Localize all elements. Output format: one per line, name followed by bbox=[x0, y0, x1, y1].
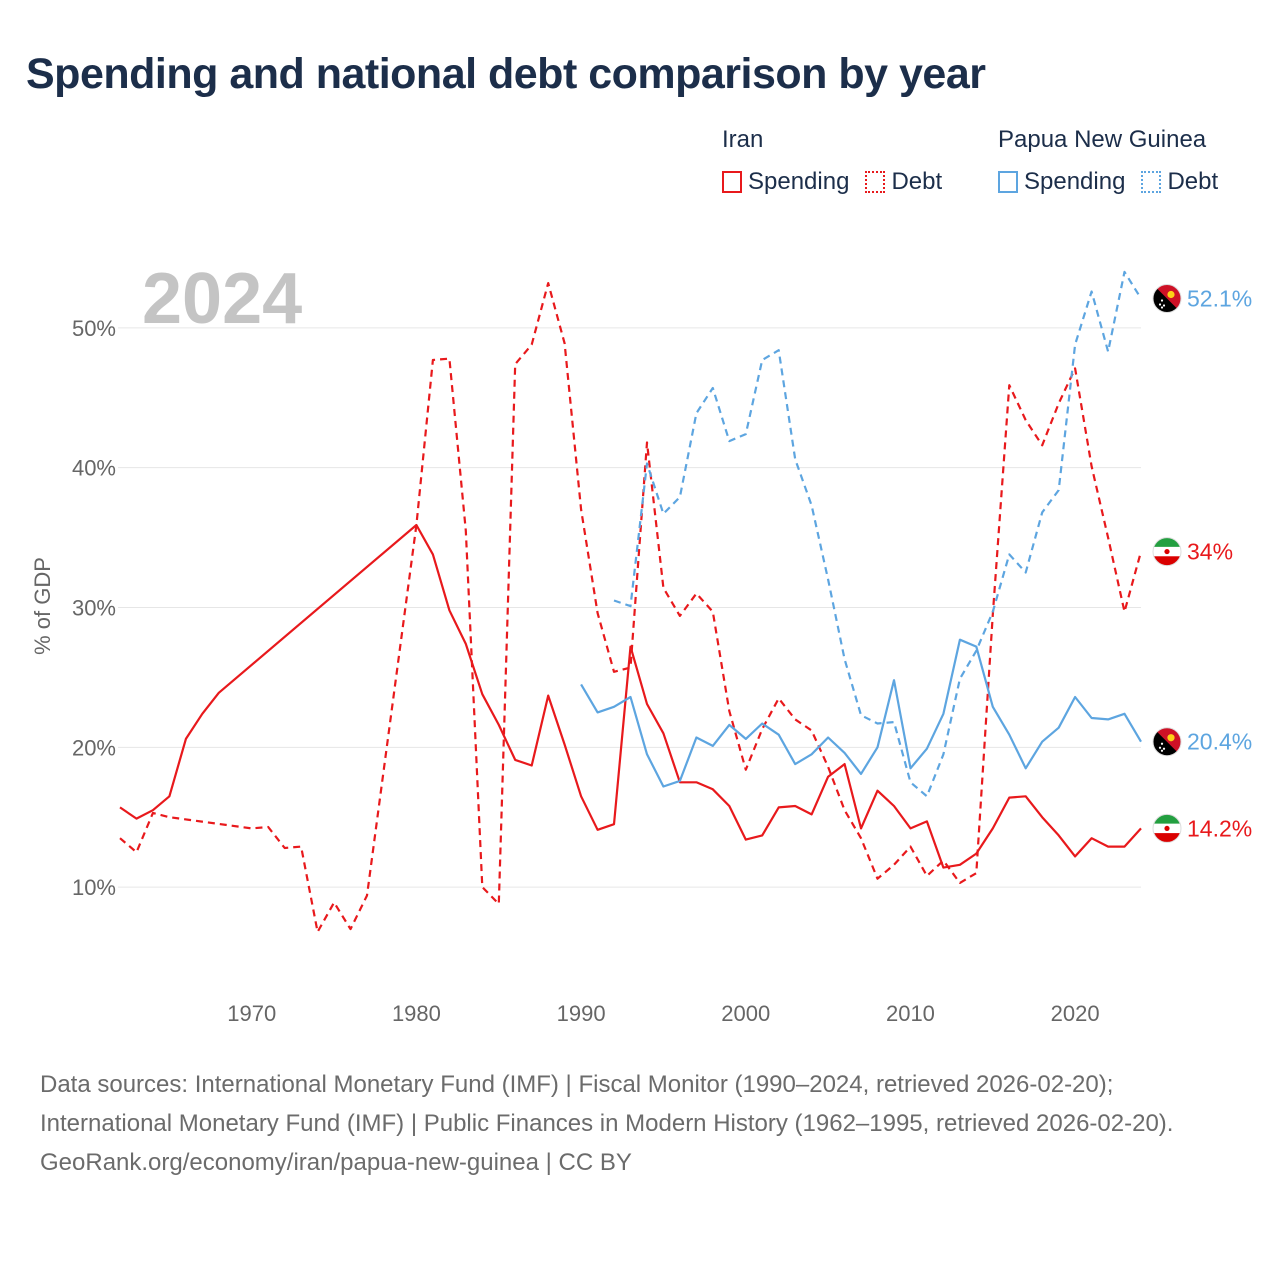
y-tick-label: 20% bbox=[72, 735, 116, 760]
x-tick-label: 2010 bbox=[886, 1001, 935, 1026]
x-tick-label: 1990 bbox=[557, 1001, 606, 1026]
png-flag-icon bbox=[1152, 284, 1182, 314]
end-value-label: 52.1% bbox=[1187, 286, 1252, 312]
iran-flag-icon bbox=[1152, 813, 1182, 843]
chart-title: Spending and national debt comparison by… bbox=[26, 50, 986, 98]
year-watermark: 2024 bbox=[142, 259, 302, 339]
legend-label-png-debt: Debt bbox=[1167, 168, 1219, 195]
legend-label-iran-debt: Debt bbox=[891, 168, 943, 195]
legend-group-iran: Iran Spending Debt bbox=[722, 124, 958, 196]
legend-country-png: Papua New Guinea bbox=[998, 126, 1207, 153]
legend-country-iran: Iran bbox=[722, 126, 764, 153]
series-line-iran-debt[interactable] bbox=[119, 282, 1143, 933]
data-sources-text: Data sources: International Monetary Fun… bbox=[40, 1071, 1174, 1137]
axes: 10% 20% 30% 40% 50% 1970 1980 1990 2000 2010 2020 bbox=[72, 316, 1100, 1026]
end-labels: 14.2% 34% 20.4% 52.1% bbox=[1152, 284, 1252, 843]
y-tick-label: 50% bbox=[72, 316, 116, 341]
y-tick-label: 30% bbox=[72, 596, 116, 621]
y-axis-label: % of GDP bbox=[30, 557, 55, 655]
solid-swatch-icon bbox=[998, 171, 1018, 193]
grid bbox=[118, 327, 1141, 888]
dotted-swatch-icon bbox=[865, 171, 886, 193]
footer: Data sources: International Monetary Fun… bbox=[40, 1065, 1240, 1182]
end-value-label: 34% bbox=[1187, 539, 1233, 565]
legend-item-png-spending[interactable]: Spending bbox=[998, 168, 1125, 196]
x-tick-label: 1980 bbox=[392, 1001, 441, 1026]
y-tick-label: 40% bbox=[72, 456, 116, 481]
series-line-papua-new-guinea-debt[interactable] bbox=[613, 270, 1142, 798]
legend-item-iran-spending[interactable]: Spending bbox=[722, 168, 849, 196]
end-value-label: 14.2% bbox=[1187, 815, 1252, 841]
end-value-label: 20.4% bbox=[1187, 729, 1252, 755]
series-line-papua-new-guinea-spending[interactable] bbox=[580, 638, 1142, 788]
series-lines bbox=[119, 270, 1143, 933]
x-tick-label: 1970 bbox=[227, 1001, 276, 1026]
dotted-swatch-icon bbox=[1141, 171, 1162, 193]
x-tick-label: 2000 bbox=[721, 1001, 770, 1026]
legend-item-png-debt[interactable]: Debt bbox=[1141, 168, 1218, 196]
y-tick-label: 10% bbox=[72, 875, 116, 900]
solid-swatch-icon bbox=[722, 171, 742, 193]
legend-item-iran-debt[interactable]: Debt bbox=[865, 168, 942, 196]
legend-label-iran-spending: Spending bbox=[748, 168, 850, 195]
x-tick-label: 2020 bbox=[1051, 1001, 1100, 1026]
legend-label-png-spending: Spending bbox=[1024, 168, 1126, 195]
series-line-iran-spending[interactable] bbox=[119, 523, 1142, 869]
png-flag-icon bbox=[1152, 727, 1182, 757]
legend-group-png: Papua New Guinea Spending Debt bbox=[998, 124, 1234, 196]
iran-flag-icon bbox=[1152, 537, 1182, 567]
credit-link[interactable]: GeoRank.org/economy/iran/papua-new-guine… bbox=[40, 1149, 632, 1176]
